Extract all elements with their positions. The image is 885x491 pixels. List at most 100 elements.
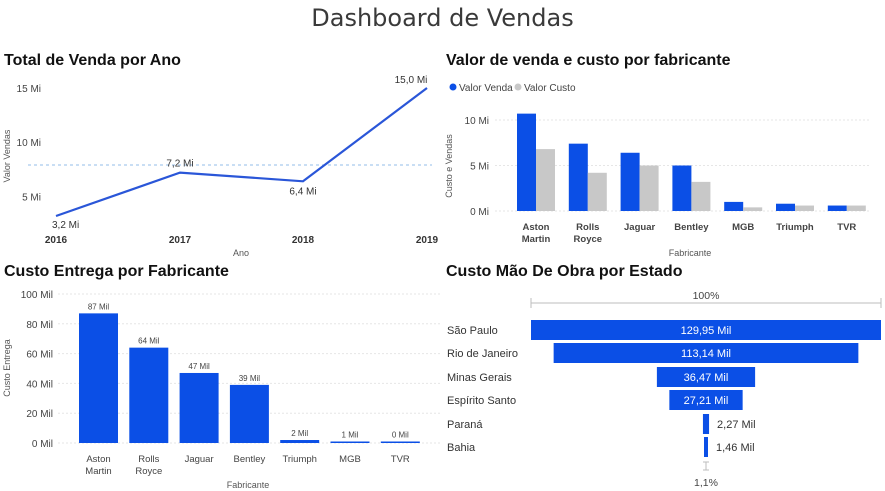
funnel-bar: [669, 390, 743, 410]
delivery-bar: [229, 384, 269, 443]
legend-marker-valor-venda: [449, 83, 457, 91]
funnel-bottom-percent: 1,1%: [694, 477, 718, 489]
delivery-y-tick-label: 20 Mil: [26, 409, 53, 420]
bar-valor-venda: [620, 152, 640, 211]
delivery-y-tick-label: 80 Mil: [26, 320, 53, 331]
funnel-data-label: 2,27 Mil: [717, 419, 756, 431]
funnel-bar: [704, 437, 708, 457]
funnel-data-label: 27,21 Mil: [684, 395, 729, 407]
line-x-axis-label: Ano: [233, 248, 249, 258]
funnel-bar: [531, 320, 881, 340]
funnel-category-label: Bahia: [447, 442, 476, 454]
grouped-x-tick-label: Martin: [522, 234, 551, 245]
funnel-bar: [656, 367, 756, 387]
funnel-category-label: Rio de Janeiro: [447, 348, 518, 360]
delivery-y-tick-label: 0 Mil: [32, 439, 53, 450]
grouped-x-tick-label: MGB: [732, 222, 754, 233]
delivery-data-label: 64 Mil: [138, 337, 160, 346]
funnel-category-label: São Paulo: [447, 325, 498, 337]
bar-valor-custo: [743, 207, 763, 211]
legend-label-valor-custo: Valor Custo: [524, 83, 576, 94]
delivery-bar: [129, 347, 169, 443]
line-x-tick-label: 2019: [416, 235, 439, 246]
delivery-x-tick-label: Jaguar: [185, 454, 214, 465]
grouped-x-tick-label: Bentley: [674, 222, 709, 233]
grouped-x-tick-label: Aston: [523, 222, 550, 233]
delivery-x-tick-label: TVR: [391, 454, 410, 465]
delivery-y-tick-label: 60 Mil: [26, 350, 53, 361]
delivery-bar: [330, 441, 370, 443]
bar-valor-venda: [672, 165, 692, 211]
legend-marker-valor-custo: [514, 83, 522, 91]
grouped-x-axis-label: Fabricante: [669, 248, 712, 258]
line-data-label: 15,0 Mi: [395, 75, 428, 86]
bar-valor-venda: [568, 143, 588, 211]
delivery-x-tick-label: Triumph: [282, 454, 317, 465]
funnel-category-label: Paraná: [447, 419, 483, 431]
delivery-y-tick-label: 100 Mil: [21, 290, 53, 301]
line-data-label: 6,4 Mi: [289, 186, 316, 197]
funnel-data-label: 113,14 Mil: [681, 348, 731, 360]
bar-valor-custo: [587, 172, 607, 211]
line-y-tick-label: 10 Mi: [17, 138, 41, 149]
grouped-x-tick-label: Rolls: [576, 222, 599, 233]
funnel-data-label: 129,95 Mil: [681, 325, 732, 337]
funnel-top-percent: 100%: [693, 290, 720, 302]
grouped-x-tick-label: TVR: [837, 222, 856, 233]
line-x-tick-label: 2018: [292, 235, 315, 246]
line-chart-title: Total de Venda por Ano: [4, 52, 181, 69]
funnel-category-label: Minas Gerais: [447, 372, 512, 384]
delivery-bar: [280, 440, 320, 443]
grouped-y-tick-label: 10 Mi: [465, 116, 489, 127]
delivery-bar: [79, 313, 118, 443]
delivery-bar: [179, 372, 219, 443]
funnel-data-label: 36,47 Mil: [684, 372, 729, 384]
delivery-bar: [380, 441, 420, 443]
bar-valor-custo: [846, 205, 866, 211]
delivery-x-tick-label: Bentley: [234, 454, 266, 465]
grouped-x-tick-label: Royce: [574, 234, 603, 245]
funnel-category-label: Espírito Santo: [447, 395, 516, 407]
grouped-y-tick-label: 5 Mi: [470, 162, 489, 173]
line-x-tick-label: 2017: [169, 235, 192, 246]
delivery-data-label: 47 Mil: [188, 362, 210, 371]
grouped-x-tick-label: Triumph: [776, 222, 814, 233]
delivery-data-label: 39 Mil: [239, 374, 261, 383]
bar-valor-venda: [724, 201, 744, 211]
delivery-y-tick-label: 40 Mil: [26, 379, 53, 390]
delivery-x-tick-label: Royce: [135, 466, 162, 477]
grouped-y-axis-label: Custo e Vendas: [444, 134, 454, 198]
delivery-x-axis-label: Fabricante: [227, 480, 270, 490]
delivery-data-label: 87 Mil: [88, 302, 110, 311]
delivery-x-tick-label: Martin: [85, 466, 111, 477]
delivery-data-label: 2 Mil: [291, 429, 308, 438]
line-series-path: [55, 87, 428, 218]
bar-valor-custo: [536, 149, 555, 211]
funnel-chart-title: Custo Mão De Obra por Estado: [446, 263, 683, 280]
funnel-data-label: 1,46 Mil: [716, 442, 755, 454]
line-y-axis-label: Valor Vendas: [2, 129, 12, 182]
grouped-bar-chart-title: Valor de venda e custo por fabricante: [446, 52, 731, 69]
bar-valor-custo: [639, 165, 659, 211]
bar-valor-custo: [795, 205, 814, 211]
line-data-label: 3,2 Mi: [52, 220, 79, 231]
delivery-data-label: 1 Mil: [342, 431, 359, 440]
bar-valor-custo: [691, 181, 711, 211]
delivery-x-tick-label: Aston: [86, 454, 110, 465]
grouped-y-tick-label: 0 Mi: [470, 207, 489, 218]
line-y-tick-label: 5 Mi: [22, 192, 41, 203]
funnel-bar: [553, 343, 859, 363]
delivery-bar-chart-title: Custo Entrega por Fabricante: [4, 263, 229, 280]
delivery-data-label: 0 Mil: [392, 431, 409, 440]
grouped-x-tick-label: Jaguar: [624, 222, 655, 233]
delivery-x-tick-label: MGB: [339, 454, 361, 465]
line-x-tick-label: 2016: [45, 235, 68, 246]
bar-valor-venda: [517, 113, 536, 211]
delivery-x-tick-label: Rolls: [138, 454, 159, 465]
legend-label-valor-venda: Valor Venda: [459, 83, 513, 94]
bar-valor-venda: [776, 203, 795, 211]
line-data-label: 7,2 Mi: [166, 159, 193, 170]
line-y-tick-label: 15 Mi: [17, 84, 41, 95]
delivery-y-axis-label: Custo Entrega: [2, 339, 12, 397]
